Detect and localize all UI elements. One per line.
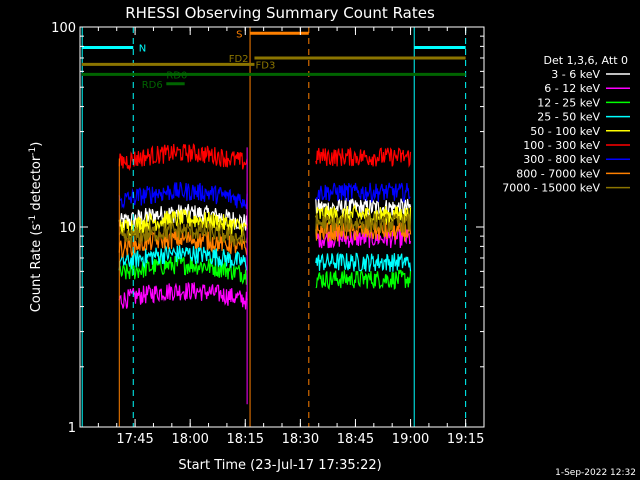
chart-title: RHESSI Observing Summary Count Rates: [125, 4, 435, 22]
y-axis-label-main: Count Rate (s: [29, 224, 44, 313]
y-tick-label-0: 1: [68, 421, 76, 436]
legend-label-7: 800 - 7000 keV: [516, 167, 600, 180]
series-line-6: [118, 181, 411, 210]
y-axis-label-mid: detector: [29, 155, 44, 215]
x-axis-label: Start Time (23-Jul-17 17:35:22): [178, 458, 381, 473]
flag-label-RD0: RD0: [166, 70, 187, 81]
series-line-8: [118, 212, 412, 248]
x-tick-label-5: 19:00: [392, 432, 429, 447]
x-tick-label-3: 18:30: [282, 432, 319, 447]
y-tick-label-1: 10: [59, 221, 76, 236]
legend-label-6: 300 - 800 keV: [523, 153, 600, 166]
legend-label-3: 25 - 50 keV: [537, 111, 600, 124]
flag-label-RD6: RD6: [142, 80, 163, 91]
x-tick-label-2: 18:15: [227, 432, 264, 447]
y-tick-label-2: 100: [51, 21, 76, 36]
legend-label-5: 100 - 300 keV: [523, 139, 600, 152]
legend-label-0: 3 - 6 keV: [551, 68, 600, 81]
data-layer: [118, 143, 412, 427]
flag-label-S: S: [236, 29, 242, 40]
axis-layer: 17:45 18:00 18:15 18:30 18:45 19:00 19:15 1 10 10…: [51, 21, 485, 447]
flag-label-FD2: FD2: [229, 54, 249, 65]
y-axis-label: Count Rate (s-1 detector-1): [28, 142, 44, 313]
legend-label-8: 7000 - 15000 keV: [502, 182, 600, 195]
y-axis-label-sup1: -1: [28, 215, 38, 224]
legend-label-4: 50 - 100 keV: [530, 125, 600, 138]
y-axis-label-sup2: -1: [28, 147, 38, 156]
x-tick-label-0: 17:45: [116, 432, 153, 447]
flag-label-N: N: [139, 43, 146, 54]
y-axis-label-end: ): [29, 142, 44, 147]
footer-date: 1-Sep-2022 12:32: [555, 468, 636, 478]
series-line-2: [118, 255, 412, 291]
legend-label-1: 6 - 12 keV: [544, 82, 600, 95]
legend-label-2: 12 - 25 keV: [537, 96, 600, 109]
series-line-5: [118, 143, 412, 172]
x-tick-label-4: 18:45: [337, 432, 374, 447]
x-tick-label-1: 18:00: [171, 432, 208, 447]
flag-label-FD3: FD3: [256, 60, 276, 71]
x-tick-label-6: 19:15: [447, 432, 484, 447]
series-line-3: [118, 244, 412, 272]
legend-header: Det 1,3,6, Att 0: [544, 54, 628, 67]
